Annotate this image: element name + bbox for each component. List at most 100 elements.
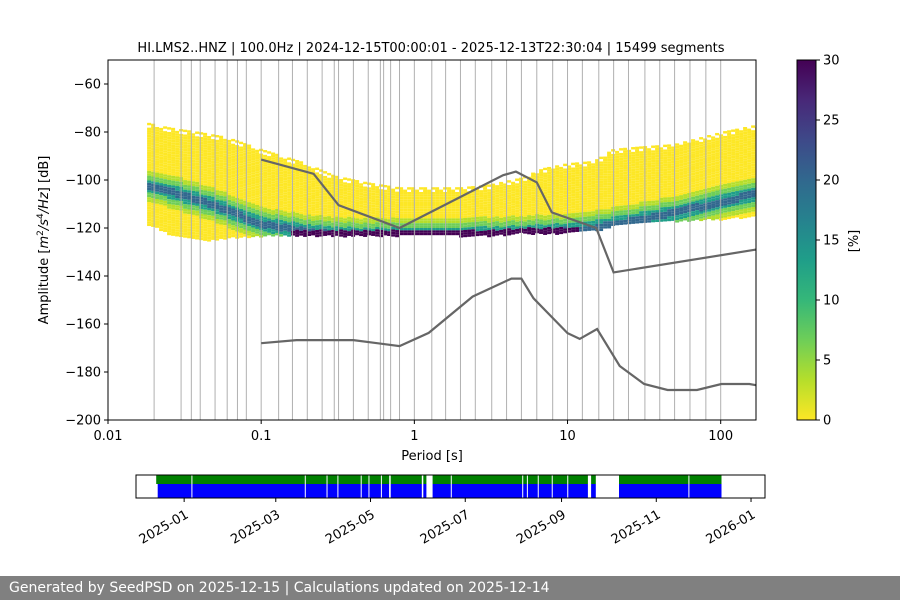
heatmap-cell	[151, 140, 156, 143]
heatmap-cell	[739, 142, 744, 145]
heatmap-cell	[171, 130, 176, 133]
heatmap-cell	[475, 212, 480, 215]
heatmap-cell	[207, 207, 212, 211]
heatmap-cell	[303, 181, 308, 185]
heatmap-cell	[555, 189, 560, 192]
heatmap-cell	[203, 236, 208, 239]
heatmap-cell	[579, 185, 584, 189]
heatmap-cell	[563, 211, 568, 215]
heatmap-cell	[699, 170, 704, 174]
heatmap-cell	[239, 148, 244, 152]
heatmap-cell	[155, 136, 160, 139]
heatmap-cell	[743, 131, 748, 135]
heatmap-cell	[627, 197, 632, 201]
heatmap-cell	[187, 137, 192, 140]
heatmap-cell	[683, 155, 688, 159]
heatmap-cell	[691, 155, 696, 159]
heatmap-cell	[163, 210, 168, 213]
heatmap-cell	[331, 181, 336, 185]
heatmap-cell	[315, 179, 320, 182]
heatmap-cell	[323, 214, 328, 217]
heatmap-cell	[731, 179, 736, 183]
heatmap-cell	[279, 229, 284, 232]
heatmap-cell	[247, 161, 252, 164]
heatmap-cell	[491, 200, 496, 203]
heatmap-cell	[371, 204, 376, 208]
heatmap-cell	[483, 209, 488, 212]
heatmap-cell	[151, 217, 156, 220]
heatmap-cell	[479, 233, 484, 236]
heatmap-cell	[251, 186, 256, 190]
heatmap-cell	[271, 193, 276, 196]
heatmap-cell	[275, 228, 280, 231]
heatmap-cell	[667, 187, 672, 190]
heatmap-cell	[371, 192, 376, 196]
heatmap-cell	[599, 171, 604, 174]
heatmap-cell	[711, 179, 716, 182]
heatmap-cell	[727, 211, 732, 215]
heatmap-cell	[267, 168, 272, 171]
heatmap-cell	[727, 209, 732, 212]
heatmap-cell	[491, 195, 496, 198]
heatmap-cell	[635, 149, 640, 152]
heatmap-cell	[175, 200, 180, 203]
heatmap-cell	[379, 225, 384, 228]
heatmap-cell	[219, 231, 224, 235]
heatmap-cell	[159, 137, 164, 140]
heatmap-cell	[159, 226, 164, 229]
heatmap-cell	[147, 137, 152, 140]
heatmap-cell	[659, 171, 664, 174]
heatmap-cell	[575, 164, 580, 168]
heatmap-cell	[555, 170, 560, 173]
heatmap-cell	[627, 202, 632, 206]
heatmap-cell	[691, 179, 696, 183]
heatmap-cell	[355, 182, 360, 185]
heatmap-cell	[455, 211, 460, 214]
heatmap-cell	[219, 164, 224, 167]
heatmap-cell	[335, 190, 340, 193]
heatmap-cell	[523, 231, 528, 234]
heatmap-cell	[631, 151, 636, 155]
heatmap-cell	[495, 199, 500, 202]
heatmap-cell	[251, 196, 256, 199]
heatmap-cell	[531, 184, 536, 187]
heatmap-cell	[167, 136, 172, 140]
heatmap-cell	[735, 150, 740, 153]
heatmap-cell	[327, 228, 332, 231]
heatmap-cell	[467, 186, 472, 189]
heatmap-cell	[355, 192, 360, 195]
heatmap-cell	[187, 171, 192, 174]
heatmap-cell	[283, 230, 288, 234]
heatmap-cell	[211, 206, 216, 209]
heatmap-cell	[555, 206, 560, 209]
heatmap-cell	[615, 215, 620, 219]
heatmap-cell	[687, 197, 692, 201]
heatmap-cell	[695, 210, 700, 213]
heatmap-cell	[679, 166, 684, 169]
heatmap-cell	[627, 221, 632, 225]
heatmap-cell	[323, 199, 328, 203]
heatmap-cell	[163, 135, 168, 139]
heatmap-cell	[359, 219, 364, 222]
heatmap-cell	[599, 163, 604, 167]
heatmap-cell	[751, 134, 756, 138]
heatmap-cell	[539, 169, 544, 172]
heatmap-cell	[175, 138, 180, 141]
heatmap-cell	[463, 208, 468, 211]
heatmap-cell	[191, 217, 196, 220]
heatmap-cell	[499, 193, 504, 197]
heatmap-cell	[615, 222, 620, 226]
heatmap-cell	[679, 216, 684, 220]
heatmap-cell	[571, 162, 576, 166]
heatmap-cell	[499, 215, 504, 218]
heatmap-cell	[171, 135, 176, 138]
heatmap-cell	[203, 140, 208, 143]
heatmap-cell	[383, 208, 388, 212]
heatmap-cell	[163, 162, 168, 165]
heatmap-cell	[591, 184, 596, 188]
heatmap-cell	[299, 223, 304, 227]
heatmap-cell	[187, 183, 192, 186]
heatmap-cell	[595, 163, 600, 167]
heatmap-cell	[423, 218, 428, 221]
heatmap-cell	[611, 168, 616, 171]
